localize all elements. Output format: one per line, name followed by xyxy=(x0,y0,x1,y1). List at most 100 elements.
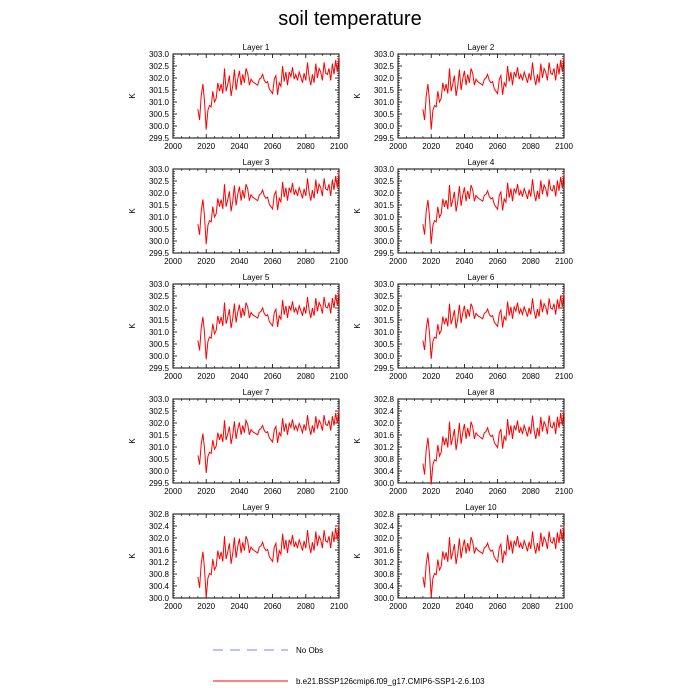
y-axis-label: K xyxy=(128,553,137,559)
panel-title: Layer 3 xyxy=(243,158,270,167)
x-tick-label: 2060 xyxy=(489,602,507,611)
panel-layer-9: Layer 9 K 302.8 302.4 302.0 301.6 301.2 300.8 30… xyxy=(128,503,348,611)
y-tick-label: 300.0 xyxy=(149,594,170,603)
x-tick-label: 2000 xyxy=(164,372,182,381)
x-tick-label: 2020 xyxy=(197,372,215,381)
plot-frame xyxy=(397,53,565,139)
x-tick-label: 2020 xyxy=(422,602,440,611)
x-tick-label: 2040 xyxy=(456,372,474,381)
panel-title: Layer 7 xyxy=(243,388,270,397)
y-tick-label: 300.8 xyxy=(149,570,170,579)
y-tick-label: 300.5 xyxy=(149,110,170,119)
panel-layer-10: Layer 10 K 302.8 302.4 302.0 301.6 301.2 300.8 3… xyxy=(353,503,573,611)
x-tick-label: 2100 xyxy=(330,602,348,611)
plot-frame xyxy=(172,53,340,139)
x-tick-label: 2080 xyxy=(522,487,540,496)
y-tick-label: 301.5 xyxy=(374,316,395,325)
y-tick-label: 303.0 xyxy=(149,395,170,404)
panel-title: Layer 8 xyxy=(468,388,495,397)
y-tick-label: 299.5 xyxy=(374,249,395,258)
x-tick-label: 2080 xyxy=(522,142,540,151)
y-tick-label: 302.0 xyxy=(374,419,395,428)
y-tick-label: 300.8 xyxy=(374,570,395,579)
x-tick-label: 2040 xyxy=(456,602,474,611)
y-tick-label: 302.0 xyxy=(149,189,170,198)
y-axis-label: K xyxy=(353,553,362,559)
x-tick-label: 2020 xyxy=(197,487,215,496)
y-tick-label: 301.5 xyxy=(374,201,395,210)
x-tick-label: 2080 xyxy=(297,142,315,151)
y-tick-label: 302.4 xyxy=(149,522,170,531)
y-tick-label: 301.0 xyxy=(149,443,170,452)
y-tick-label: 301.5 xyxy=(149,431,170,440)
x-tick-label: 2020 xyxy=(422,487,440,496)
series-line xyxy=(197,172,340,245)
x-tick-label: 2100 xyxy=(555,142,573,151)
y-tick-label: 302.5 xyxy=(374,292,395,301)
panel-layer-1: Layer 1 K 303.0 302.5 302.0 301.5 301.0 300.5 30… xyxy=(128,43,348,151)
y-tick-label: 302.4 xyxy=(374,407,395,416)
y-tick-label: 300.5 xyxy=(374,340,395,349)
y-tick-label: 303.0 xyxy=(149,280,170,289)
x-tick-label: 2060 xyxy=(489,372,507,381)
x-tick-label: 2040 xyxy=(456,487,474,496)
y-tick-label: 300.0 xyxy=(149,467,170,476)
y-tick-label: 302.0 xyxy=(374,74,395,83)
x-tick-label: 2020 xyxy=(422,257,440,266)
y-tick-label: 301.0 xyxy=(374,213,395,222)
series-line xyxy=(197,524,340,598)
y-tick-label: 301.0 xyxy=(149,328,170,337)
x-tick-label: 2040 xyxy=(231,487,249,496)
panel-title: Layer 10 xyxy=(465,503,497,512)
y-tick-label: 302.0 xyxy=(149,534,170,543)
y-tick-label: 300.5 xyxy=(149,340,170,349)
x-tick-label: 2000 xyxy=(389,487,407,496)
y-tick-label: 302.0 xyxy=(149,304,170,313)
x-tick-label: 2000 xyxy=(164,257,182,266)
y-axis-label: K xyxy=(128,323,137,329)
panel-title: Layer 5 xyxy=(243,273,270,282)
series-line xyxy=(422,173,565,244)
y-tick-label: 301.0 xyxy=(374,328,395,337)
y-tick-label: 300.0 xyxy=(374,594,395,603)
x-tick-label: 2000 xyxy=(389,257,407,266)
y-tick-label: 302.0 xyxy=(374,304,395,313)
x-tick-label: 2000 xyxy=(164,142,182,151)
y-tick-label: 303.0 xyxy=(374,50,395,59)
plot-frame xyxy=(397,398,565,484)
x-tick-label: 2100 xyxy=(555,602,573,611)
series-line xyxy=(197,56,340,130)
x-tick-label: 2060 xyxy=(264,487,282,496)
panel-layer-7: Layer 7 K 303.0 302.5 302.0 301.5 301.0 300.5 30… xyxy=(128,388,348,496)
x-tick-label: 2100 xyxy=(330,487,348,496)
y-tick-label: 299.5 xyxy=(149,479,170,488)
y-tick-label: 300.0 xyxy=(149,352,170,361)
x-tick-label: 2060 xyxy=(489,257,507,266)
y-tick-label: 301.2 xyxy=(374,558,395,567)
x-tick-label: 2100 xyxy=(330,257,348,266)
y-tick-label: 299.5 xyxy=(149,134,170,143)
y-tick-label: 303.0 xyxy=(149,50,170,59)
y-tick-label: 302.8 xyxy=(374,510,395,519)
x-tick-label: 2000 xyxy=(389,602,407,611)
y-tick-label: 302.0 xyxy=(149,74,170,83)
y-tick-label: 302.8 xyxy=(374,395,395,404)
y-axis-label: K xyxy=(353,93,362,99)
plot-frame xyxy=(397,513,565,599)
x-tick-label: 2060 xyxy=(264,142,282,151)
y-axis-label: K xyxy=(353,208,362,214)
y-tick-label: 302.5 xyxy=(149,62,170,71)
y-tick-label: 300.0 xyxy=(374,352,395,361)
x-tick-label: 2080 xyxy=(297,372,315,381)
y-tick-label: 301.5 xyxy=(149,201,170,210)
y-tick-label: 303.0 xyxy=(374,165,395,174)
x-tick-label: 2000 xyxy=(389,372,407,381)
y-tick-label: 303.0 xyxy=(374,280,395,289)
x-tick-label: 2020 xyxy=(422,372,440,381)
y-tick-label: 300.5 xyxy=(374,225,395,234)
panel-title: Layer 9 xyxy=(243,503,270,512)
series-line xyxy=(422,525,565,597)
x-tick-label: 2060 xyxy=(264,372,282,381)
plot-frame xyxy=(397,283,565,369)
x-tick-label: 2040 xyxy=(231,142,249,151)
